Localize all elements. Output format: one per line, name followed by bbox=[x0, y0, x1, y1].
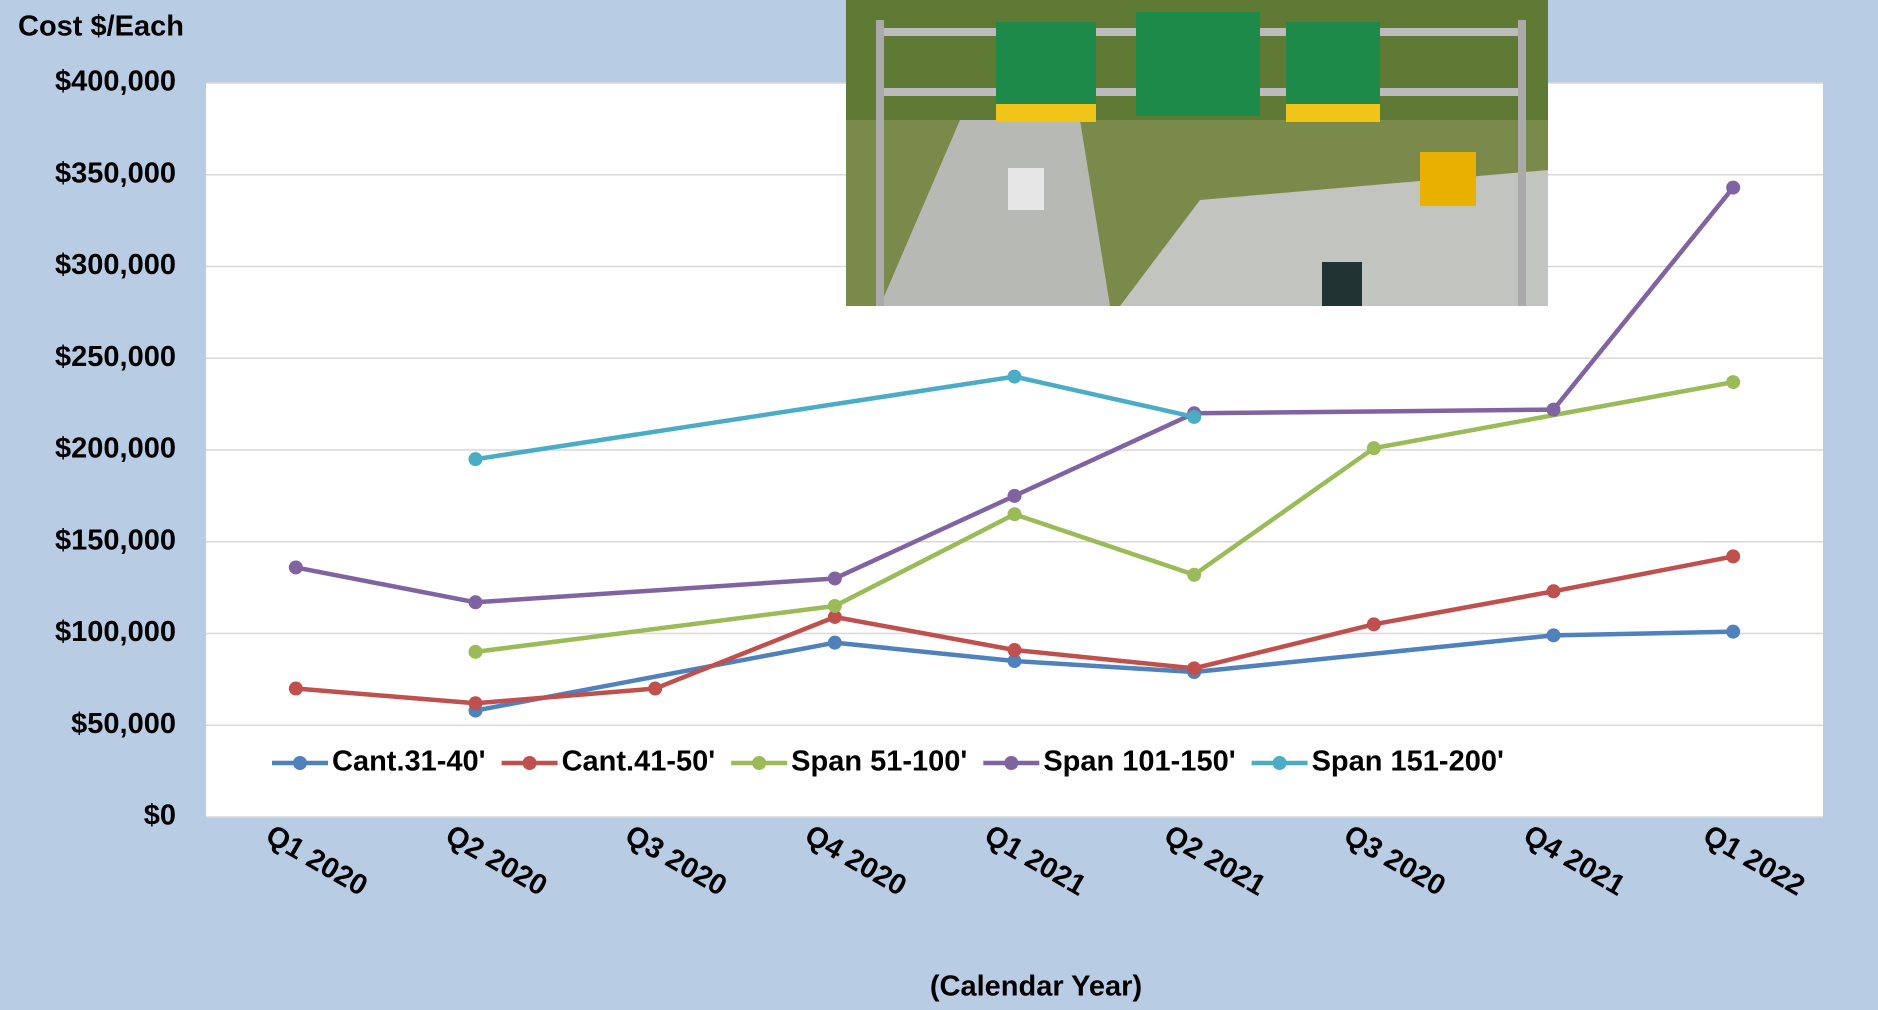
page: Cost $/Each (Calendar Year) $0 $50,000 $10… bbox=[0, 0, 1878, 1010]
data-point bbox=[1726, 549, 1740, 563]
data-point bbox=[289, 682, 303, 696]
data-point bbox=[1008, 489, 1022, 503]
data-point bbox=[469, 696, 483, 710]
y-tick-label: $100,000 bbox=[55, 616, 176, 648]
data-point bbox=[469, 452, 483, 466]
legend: Cant.31-40' Cant.41-50' Span 51-100' Span 1… bbox=[272, 746, 1504, 778]
data-point bbox=[1547, 628, 1561, 642]
y-tick-label: $250,000 bbox=[55, 341, 176, 373]
legend-label: Cant.31-40' bbox=[332, 746, 486, 778]
y-tick-label: $300,000 bbox=[55, 249, 176, 281]
legend-label: Span 51-100' bbox=[791, 746, 967, 778]
y-tick-label: $150,000 bbox=[55, 524, 176, 556]
data-point bbox=[289, 560, 303, 574]
data-point bbox=[1726, 181, 1740, 195]
data-point bbox=[1547, 584, 1561, 598]
data-point bbox=[1367, 441, 1381, 455]
data-point bbox=[648, 682, 662, 696]
y-axis-title: Cost $/Each bbox=[18, 11, 184, 43]
data-point bbox=[1008, 643, 1022, 657]
data-point bbox=[1187, 410, 1201, 424]
data-point bbox=[1726, 375, 1740, 389]
legend-marker bbox=[1004, 756, 1018, 770]
data-point bbox=[1726, 625, 1740, 639]
legend-label: Cant.41-50' bbox=[562, 746, 716, 778]
y-tick-label: $200,000 bbox=[55, 433, 176, 465]
legend-label: Span 101-150' bbox=[1043, 746, 1235, 778]
legend-label: Span 151-200' bbox=[1312, 746, 1504, 778]
data-point bbox=[1367, 617, 1381, 631]
data-point bbox=[828, 571, 842, 585]
data-point bbox=[1187, 568, 1201, 582]
legend-marker bbox=[293, 756, 307, 770]
data-point bbox=[469, 645, 483, 659]
data-point bbox=[469, 595, 483, 609]
legend-marker bbox=[523, 756, 537, 770]
chart: Cost $/Each (Calendar Year) $0 $50,000 $10… bbox=[0, 0, 1878, 1010]
legend-marker bbox=[1273, 756, 1287, 770]
y-tick-label: $0 bbox=[144, 800, 176, 832]
x-axis-title: (Calendar Year) bbox=[930, 971, 1142, 1003]
data-point bbox=[828, 636, 842, 650]
data-point bbox=[1008, 507, 1022, 521]
y-tick-label: $400,000 bbox=[55, 66, 176, 98]
data-point bbox=[1008, 370, 1022, 384]
y-tick-label: $350,000 bbox=[55, 157, 176, 189]
y-tick-label: $50,000 bbox=[71, 708, 176, 740]
data-point bbox=[828, 599, 842, 613]
legend-marker bbox=[752, 756, 766, 770]
data-point bbox=[1187, 661, 1201, 675]
data-point bbox=[1547, 403, 1561, 417]
photo bbox=[846, 0, 1548, 306]
